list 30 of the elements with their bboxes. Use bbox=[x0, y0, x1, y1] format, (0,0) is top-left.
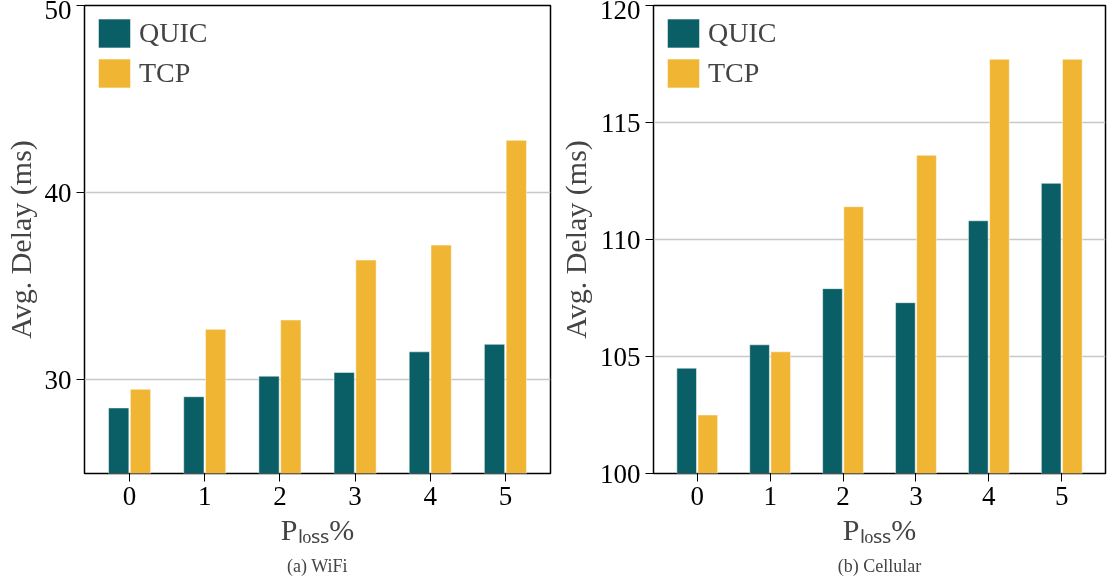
y-axis-title: Avg. Delay (ms) bbox=[559, 140, 593, 339]
x-tick-label: 2 bbox=[836, 480, 850, 511]
y-tick-label: 120 bbox=[600, 0, 641, 25]
x-axis-title: Pₗₒₛₛ% bbox=[842, 512, 917, 546]
y-tick-label: 115 bbox=[601, 107, 641, 138]
legend-label: TCP bbox=[708, 57, 760, 89]
x-tick-label: 5 bbox=[1055, 480, 1069, 511]
legend-label: QUIC bbox=[708, 17, 777, 49]
legend-label: TCP bbox=[139, 57, 191, 89]
x-tick-label: 3 bbox=[348, 480, 362, 511]
x-tick-label: 4 bbox=[982, 480, 997, 511]
text: (b) Cellular bbox=[837, 555, 922, 577]
x-tick-label: 3 bbox=[909, 480, 923, 511]
y-tick-label: 50 bbox=[44, 0, 72, 25]
x-tick-label: 0 bbox=[690, 480, 704, 511]
legend-label: QUIC bbox=[139, 17, 208, 49]
text: (a) WiFi bbox=[287, 555, 348, 577]
y-tick-label: 30 bbox=[44, 364, 72, 395]
x-axis-title: Pₗₒₛₛ% bbox=[280, 512, 355, 546]
x-tick-label: 0 bbox=[122, 480, 137, 511]
x-tick-label: 1 bbox=[198, 480, 212, 511]
y-tick-label: 100 bbox=[600, 458, 641, 489]
y-axis-title: Avg. Delay (ms) bbox=[3, 140, 38, 339]
x-tick-label: 1 bbox=[763, 480, 777, 511]
x-tick-label: 5 bbox=[498, 480, 513, 511]
x-tick-label: 4 bbox=[423, 480, 438, 511]
y-tick-label: 105 bbox=[600, 341, 641, 372]
x-tick-label: 2 bbox=[273, 480, 287, 511]
y-tick-label: 110 bbox=[601, 224, 641, 255]
y-tick-label: 40 bbox=[44, 177, 72, 208]
